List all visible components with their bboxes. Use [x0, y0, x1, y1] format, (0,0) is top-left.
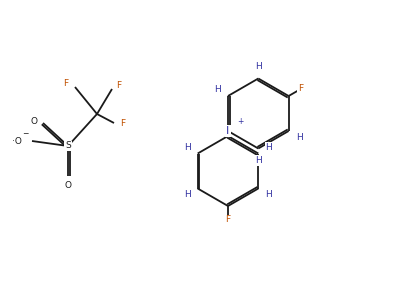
- Text: −: −: [22, 130, 28, 139]
- Text: H: H: [265, 190, 272, 199]
- Text: H: H: [255, 62, 261, 71]
- Text: I: I: [226, 126, 229, 136]
- Text: H: H: [184, 190, 191, 199]
- Text: +: +: [237, 117, 243, 126]
- Text: F: F: [117, 80, 122, 90]
- Text: F: F: [226, 216, 231, 225]
- Text: O: O: [30, 117, 38, 126]
- Text: F: F: [64, 80, 69, 89]
- Text: H: H: [214, 85, 221, 94]
- Text: H: H: [255, 156, 261, 165]
- Text: H: H: [184, 143, 191, 152]
- Text: S: S: [65, 142, 71, 151]
- Text: H: H: [265, 143, 272, 152]
- Text: F: F: [298, 85, 303, 94]
- Text: ·O: ·O: [12, 137, 22, 146]
- Text: F: F: [120, 119, 126, 128]
- Text: H: H: [295, 133, 303, 142]
- Text: O: O: [64, 182, 71, 191]
